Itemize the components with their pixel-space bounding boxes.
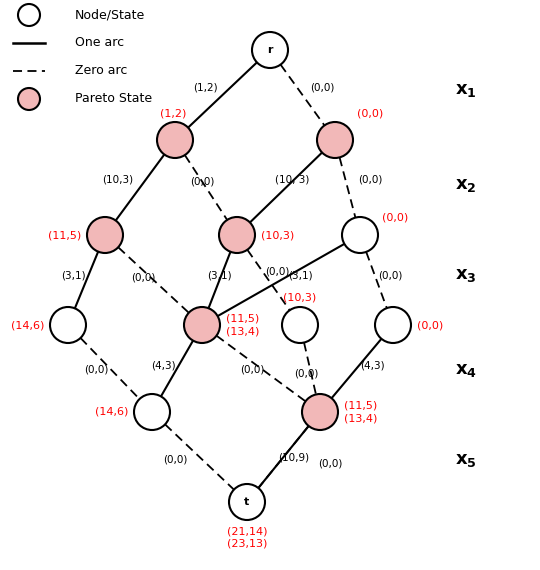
Text: $\mathbf{x_2}$: $\mathbf{x_2}$ xyxy=(455,176,476,194)
Text: One arc: One arc xyxy=(75,36,124,50)
Text: (0,0): (0,0) xyxy=(190,177,214,187)
Circle shape xyxy=(184,307,220,343)
Text: (4,3): (4,3) xyxy=(151,361,176,371)
Text: (0,0): (0,0) xyxy=(163,455,187,465)
Text: (0,0): (0,0) xyxy=(358,175,382,185)
Text: Node/State: Node/State xyxy=(75,9,145,22)
Text: (11,5)
(13,4): (11,5) (13,4) xyxy=(344,401,377,423)
Text: (10,9): (10,9) xyxy=(279,453,309,463)
Text: t: t xyxy=(245,497,249,507)
Text: $\mathbf{x_5}$: $\mathbf{x_5}$ xyxy=(455,451,477,469)
Text: (3,1): (3,1) xyxy=(60,270,85,280)
Text: (3,1): (3,1) xyxy=(288,270,312,280)
Text: (10,3): (10,3) xyxy=(284,293,316,303)
Text: (0,0): (0,0) xyxy=(318,459,342,469)
Text: (10,3): (10,3) xyxy=(261,230,294,240)
Text: (0,0): (0,0) xyxy=(310,83,334,93)
Text: (11,5)
(13,4): (11,5) (13,4) xyxy=(226,314,259,336)
Text: (14,6): (14,6) xyxy=(94,407,128,417)
Text: $\mathbf{x_4}$: $\mathbf{x_4}$ xyxy=(455,361,477,379)
Circle shape xyxy=(18,4,40,26)
Text: (21,14)
(23,13): (21,14) (23,13) xyxy=(227,526,267,548)
Text: (10, 3): (10, 3) xyxy=(275,175,309,185)
Text: (0,0): (0,0) xyxy=(357,108,383,118)
Text: Zero arc: Zero arc xyxy=(75,64,127,78)
Circle shape xyxy=(252,32,288,68)
Text: $\mathbf{x_1}$: $\mathbf{x_1}$ xyxy=(455,81,477,99)
Text: Pareto State: Pareto State xyxy=(75,92,152,105)
Circle shape xyxy=(157,122,193,158)
Text: (0,0): (0,0) xyxy=(378,270,402,280)
Circle shape xyxy=(375,307,411,343)
Text: (4,3): (4,3) xyxy=(360,361,384,371)
Circle shape xyxy=(342,217,378,253)
Circle shape xyxy=(50,307,86,343)
Circle shape xyxy=(134,394,170,430)
Circle shape xyxy=(229,484,265,520)
Circle shape xyxy=(302,394,338,430)
Text: $\mathbf{x_3}$: $\mathbf{x_3}$ xyxy=(455,266,477,284)
Circle shape xyxy=(317,122,353,158)
Text: (0,0): (0,0) xyxy=(382,213,408,223)
Text: r: r xyxy=(267,45,273,55)
Text: (1,2): (1,2) xyxy=(193,83,217,93)
Circle shape xyxy=(87,217,123,253)
Circle shape xyxy=(282,307,318,343)
Text: (0,0): (0,0) xyxy=(240,365,264,375)
Text: (3,1): (3,1) xyxy=(207,270,231,280)
Text: (1,2): (1,2) xyxy=(160,108,186,118)
Circle shape xyxy=(18,88,40,110)
Text: (0,0): (0,0) xyxy=(294,369,318,379)
Text: (0,0): (0,0) xyxy=(84,365,108,375)
Text: (0,0): (0,0) xyxy=(131,273,155,283)
Text: (11,5): (11,5) xyxy=(48,230,81,240)
Text: (0,0): (0,0) xyxy=(417,320,443,330)
Text: (14,6): (14,6) xyxy=(11,320,44,330)
Text: (0,0): (0,0) xyxy=(265,267,289,277)
Text: (10,3): (10,3) xyxy=(103,175,133,185)
Circle shape xyxy=(219,217,255,253)
